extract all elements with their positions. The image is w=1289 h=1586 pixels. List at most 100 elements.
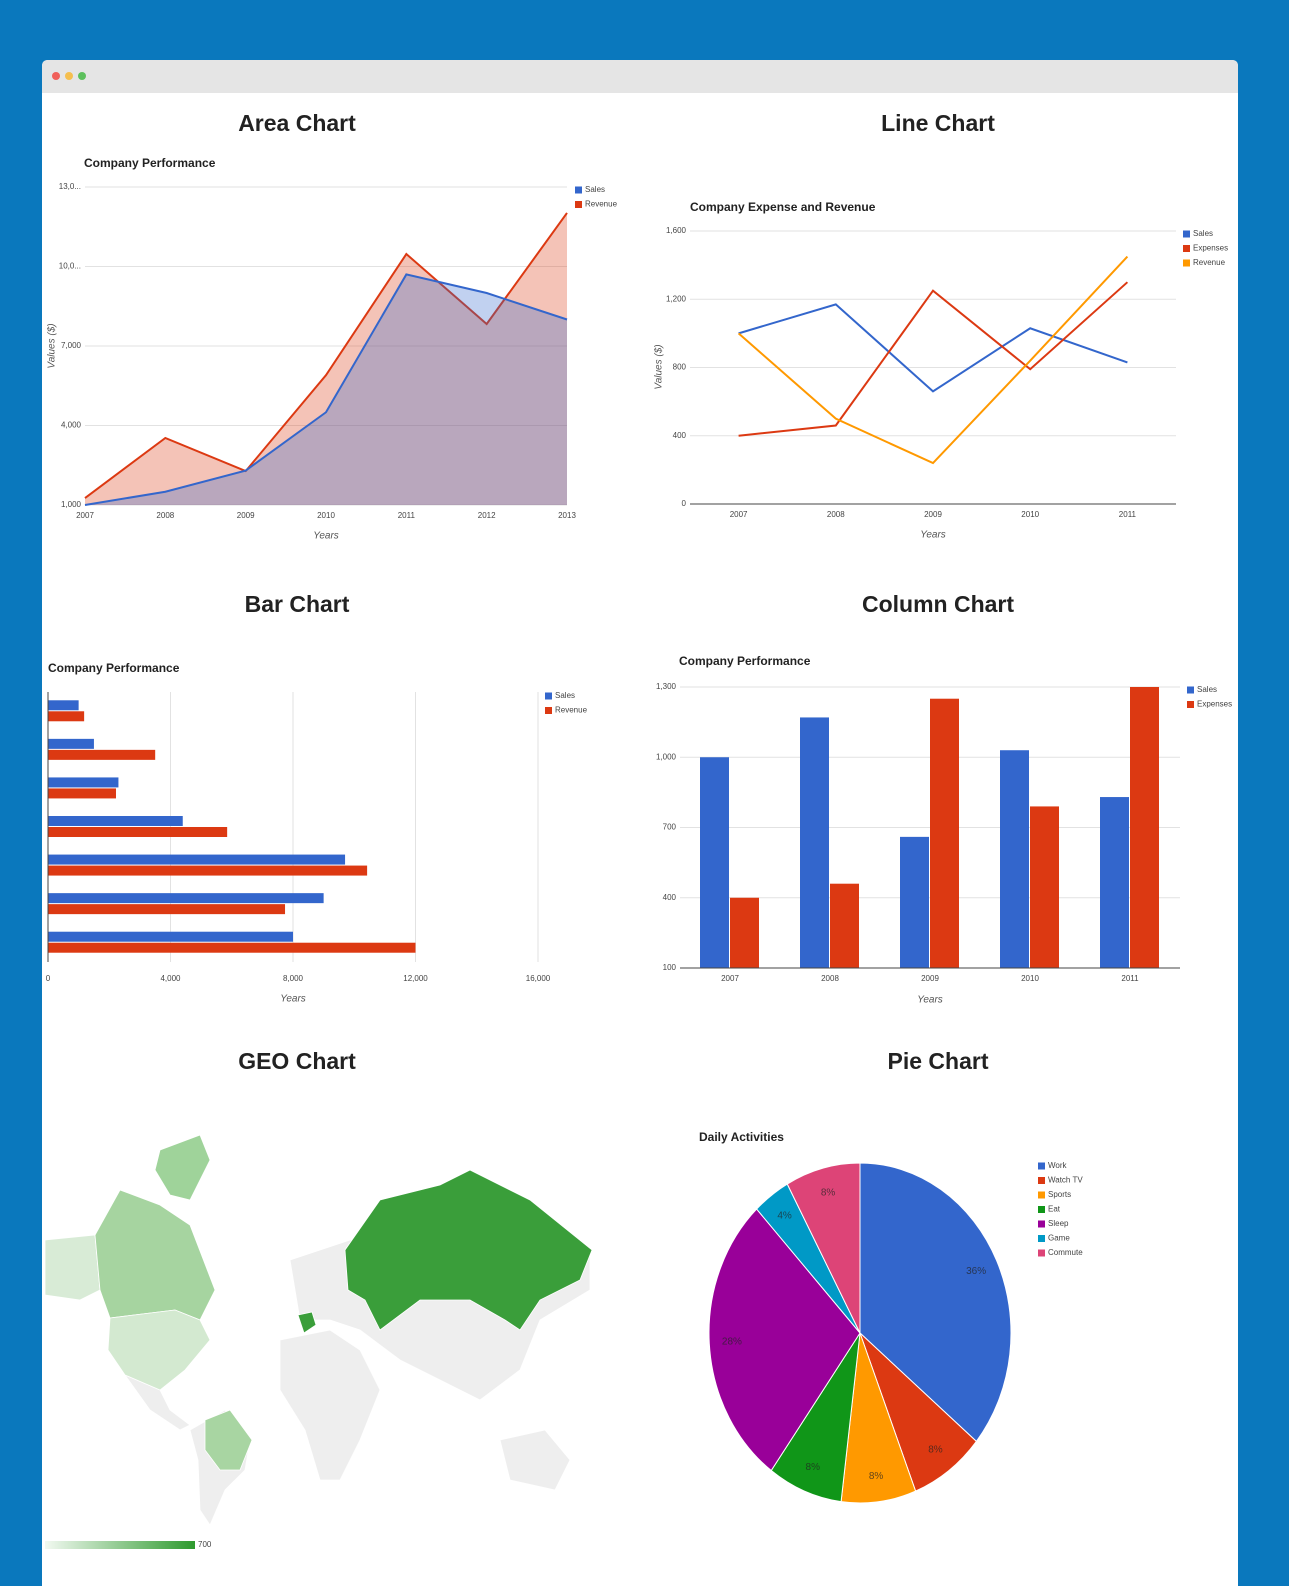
x-tick-label: 4,000 (160, 974, 181, 983)
y-tick-label: 0 (682, 499, 687, 508)
legend-label: Sales (1193, 229, 1213, 238)
window-button[interactable] (78, 72, 86, 80)
legend-label: Revenue (555, 706, 588, 715)
australia (499, 1429, 571, 1491)
slice-label: 4% (777, 1211, 792, 1222)
color-axis-label: 700 (198, 1540, 212, 1549)
bar (48, 711, 85, 722)
bar (48, 942, 416, 953)
legend-swatch (575, 201, 582, 208)
section-heading: GEO Chart (238, 1048, 356, 1074)
legend-label: Sleep (1048, 1219, 1069, 1228)
legend-label: Expenses (1197, 700, 1232, 709)
country[interactable] (154, 1134, 211, 1201)
legend-swatch (1183, 259, 1190, 267)
title-bar (42, 60, 1238, 93)
legend-label: Sales (1197, 685, 1217, 694)
legend-label: Sales (555, 691, 575, 700)
bar (730, 897, 759, 968)
legend-swatch (1038, 1177, 1045, 1184)
pie-slice (859, 1162, 1012, 1443)
chart-title: Company Performance (84, 156, 216, 170)
bar (48, 738, 94, 749)
section-heading: Bar Chart (245, 591, 350, 617)
legend-swatch (545, 692, 552, 700)
legend-label: Game (1048, 1234, 1070, 1243)
legend-label: Revenue (1193, 258, 1226, 267)
slice-label: 36% (966, 1266, 986, 1277)
x-tick-label: 2007 (730, 510, 748, 519)
legend-swatch (1183, 230, 1190, 238)
bar (48, 854, 346, 865)
y-tick-label: 10,0... (59, 262, 81, 271)
bar (48, 931, 293, 942)
y-tick-label: 1,600 (666, 226, 687, 235)
x-tick-label: 2009 (921, 974, 939, 983)
legend-swatch (1038, 1220, 1045, 1228)
window-button[interactable] (52, 72, 60, 80)
legend-swatch (575, 186, 582, 194)
pie-slice (708, 1208, 861, 1472)
africa (279, 1329, 381, 1481)
x-axis-label: Years (280, 994, 306, 1005)
x-tick-label: 2010 (1021, 974, 1039, 983)
color-axis (45, 1541, 195, 1549)
legend-label: Eat (1048, 1205, 1061, 1214)
x-tick-label: 2010 (1021, 510, 1039, 519)
area-line (84, 212, 568, 499)
section-heading: Area Chart (238, 110, 356, 136)
chart-title: Company Performance (48, 661, 180, 675)
legend-label: Watch TV (1048, 1176, 1083, 1185)
chart-title: Company Expense and Revenue (690, 200, 876, 214)
x-tick-label: 8,000 (283, 974, 304, 983)
country[interactable] (297, 1311, 317, 1334)
legend-swatch (1038, 1235, 1045, 1242)
x-tick-label: 2008 (156, 511, 174, 520)
y-tick-label: 400 (663, 893, 677, 902)
country[interactable] (107, 1309, 211, 1391)
y-tick-label: 800 (673, 363, 687, 372)
legend-swatch (1187, 701, 1194, 708)
y-tick-label: 1,000 (61, 500, 82, 509)
bar (930, 698, 959, 968)
section-heading: Pie Chart (888, 1048, 989, 1074)
bar (830, 883, 859, 968)
legend-swatch (1038, 1249, 1045, 1257)
window-button[interactable] (65, 72, 73, 80)
legend-swatch (1038, 1191, 1045, 1199)
x-tick-label: 2011 (398, 511, 416, 520)
bar (48, 904, 286, 915)
country[interactable] (344, 1169, 593, 1331)
slice-label: 8% (928, 1445, 943, 1456)
bar (48, 827, 228, 837)
bar (1030, 806, 1059, 968)
legend-label: Commute (1048, 1248, 1083, 1257)
x-tick-label: 2009 (237, 511, 255, 520)
legend-swatch (1038, 1162, 1045, 1170)
country[interactable] (44, 1234, 101, 1301)
country[interactable] (204, 1409, 253, 1471)
bar (1000, 750, 1029, 968)
bar (1130, 687, 1159, 968)
bar (48, 777, 119, 788)
bar (48, 893, 324, 904)
area-fill (85, 212, 567, 505)
x-tick-label: 0 (46, 974, 51, 983)
y-tick-label: 1,200 (666, 294, 687, 303)
bar (48, 749, 156, 760)
bar (1100, 797, 1129, 968)
x-axis-label: Years (917, 995, 943, 1006)
x-tick-label: 2010 (317, 511, 335, 520)
x-tick-label: 12,000 (403, 974, 428, 983)
x-tick-label: 2013 (558, 511, 576, 520)
bar (48, 788, 116, 799)
slice-label: 8% (821, 1188, 836, 1199)
slice-label: 28% (722, 1337, 742, 1348)
y-tick-label: 7,000 (61, 341, 82, 350)
bar (48, 700, 79, 711)
legend-label: Sports (1048, 1190, 1071, 1199)
y-tick-label: 13,0... (59, 182, 81, 191)
country[interactable] (94, 1189, 216, 1321)
bar (700, 757, 729, 968)
